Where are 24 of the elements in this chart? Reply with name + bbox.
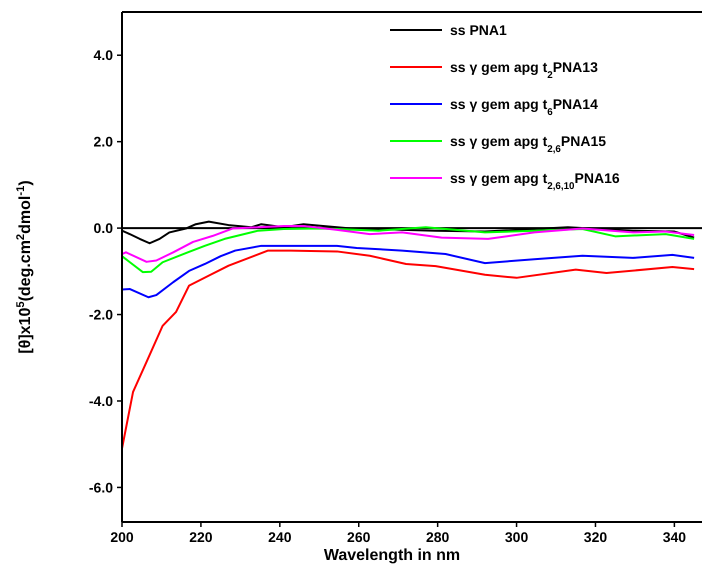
y-tick-label: 4.0 xyxy=(94,47,114,64)
x-tick-label: 220 xyxy=(189,529,213,545)
y-tick-label: 2.0 xyxy=(94,134,114,150)
x-tick-label: 340 xyxy=(662,529,686,545)
x-tick-label: 300 xyxy=(504,529,528,545)
line-series xyxy=(122,226,696,274)
x-tick-label: 200 xyxy=(110,529,134,545)
x-tick-label: 320 xyxy=(584,529,608,545)
x-axis-title: Wavelength in nm xyxy=(324,547,460,564)
legend-label: ss γ gem apg t$_{2,6}$PNA15 xyxy=(450,133,606,154)
legend-label: ss γ gem apg t$_{6}$PNA14 xyxy=(450,96,598,118)
y-tick-label: 0.0 xyxy=(94,220,114,236)
y-tick-label: -6.0 xyxy=(88,479,114,496)
line-series xyxy=(122,244,696,298)
line-series xyxy=(122,250,696,450)
legend-label: ss γ gem apg t$_{2}$PNA13 xyxy=(450,59,598,80)
line-series xyxy=(122,224,696,263)
y-tick-label: -4.0 xyxy=(88,392,114,409)
x-tick-label: 280 xyxy=(426,529,450,545)
x-tick-label: 240 xyxy=(268,529,292,545)
legend-label: ss γ gem apg t$_{2,6,10}$PNA16 xyxy=(450,170,620,192)
y-tick-label: -2.0 xyxy=(88,306,114,323)
x-tick-label: 260 xyxy=(347,529,371,545)
legend-label: ss PNA1 xyxy=(450,22,508,38)
